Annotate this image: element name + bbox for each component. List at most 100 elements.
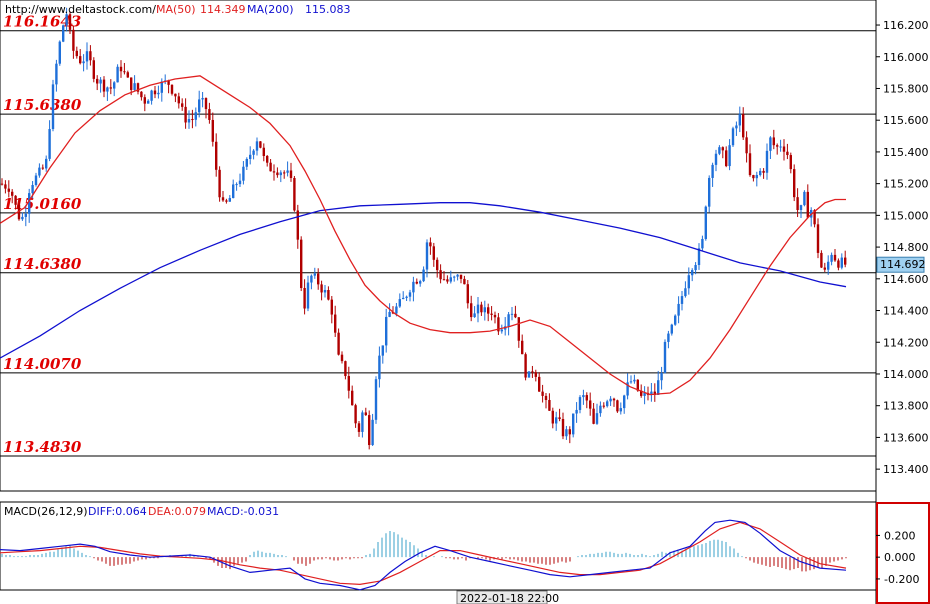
candle-body	[534, 372, 537, 377]
candle-body	[514, 313, 517, 318]
candle-body	[323, 289, 327, 293]
candle-body	[157, 92, 160, 95]
candle-body	[578, 397, 582, 410]
candle-body	[677, 303, 680, 316]
candle-body	[548, 399, 551, 411]
level-label: 114.6380	[3, 255, 82, 273]
y-tick-label: 115.400	[883, 146, 929, 159]
candle-body	[245, 158, 248, 167]
candle-body	[48, 129, 51, 159]
candle-body	[507, 314, 510, 327]
candle-body	[483, 307, 486, 313]
candle-body	[463, 278, 466, 285]
candle-body	[106, 87, 109, 92]
candle-body	[728, 145, 731, 167]
candle-body	[0, 183, 4, 185]
candle-body	[385, 316, 388, 346]
candle-body	[663, 341, 667, 373]
candle-body	[782, 146, 786, 152]
candle-body	[181, 103, 184, 107]
candle-body	[453, 276, 456, 278]
candle-body	[198, 99, 201, 113]
candle-body	[286, 170, 289, 173]
candle-body	[388, 311, 391, 317]
candle-body	[113, 82, 116, 89]
candle-body	[170, 84, 174, 94]
candle-body	[497, 317, 500, 332]
candle-body	[561, 418, 565, 437]
candle-body	[126, 72, 129, 78]
macd-y-axis-ticks: 0.200 0.000 -0.200	[876, 529, 919, 586]
candle-body	[643, 392, 646, 396]
candle-body	[136, 83, 140, 92]
y-tick-label: 113.400	[883, 463, 929, 476]
candle-body	[17, 204, 21, 220]
candle-body	[14, 195, 17, 205]
candle-body	[755, 175, 758, 179]
candle-body	[184, 106, 187, 123]
macd-series	[0, 519, 847, 591]
candle-body	[568, 429, 571, 435]
candle-body	[330, 299, 333, 315]
candle-body	[660, 372, 663, 381]
y-tick-label: 115.200	[883, 178, 929, 191]
candle-body	[544, 395, 548, 400]
candle-body	[595, 413, 599, 424]
candle-body	[191, 119, 194, 121]
candle-body	[439, 270, 442, 280]
candle-body	[89, 51, 92, 61]
candle-body	[310, 275, 313, 283]
candle-body	[799, 205, 803, 211]
candle-body	[619, 408, 622, 412]
candle-body	[187, 119, 191, 123]
candle-body	[459, 274, 463, 279]
candle-body	[616, 400, 619, 412]
y-tick-label: 115.600	[883, 114, 929, 127]
candle-body	[102, 79, 106, 92]
candle-body	[718, 147, 721, 154]
time-label: 2022-01-18 22:00	[460, 592, 559, 604]
candle-body	[255, 141, 259, 151]
candle-body	[109, 87, 112, 89]
price-levels	[0, 30, 876, 457]
candle-body	[300, 239, 303, 288]
level-label: 115.6380	[3, 96, 82, 114]
candle-body	[806, 191, 809, 218]
candle-body	[765, 150, 769, 173]
candle-body	[238, 180, 242, 185]
candle-body	[541, 391, 544, 396]
candle-body	[313, 273, 316, 276]
candle-body	[279, 172, 282, 176]
candle-body	[667, 333, 670, 342]
candle-body	[803, 191, 806, 206]
candle-body	[524, 354, 527, 378]
candle-body	[776, 145, 779, 147]
candle-body	[28, 193, 31, 214]
candle-body	[408, 292, 412, 297]
candle-body	[167, 80, 170, 85]
candle-body	[602, 405, 605, 407]
candle-body	[840, 257, 843, 268]
candle-body	[68, 14, 72, 30]
candle-body	[555, 417, 558, 424]
candle-body	[551, 410, 554, 424]
candle-body	[194, 112, 197, 120]
ma50-value: 114.349	[200, 3, 246, 16]
level-label: 114.0070	[3, 355, 82, 373]
candle-body	[735, 125, 738, 129]
candle-body	[283, 172, 286, 174]
candle-body	[361, 412, 364, 432]
candle-body	[371, 419, 374, 446]
site-url[interactable]: http://www.deltastock.com/	[5, 3, 156, 16]
macd-axis-highlight	[876, 502, 930, 604]
macd-tick-label: -0.200	[884, 573, 919, 586]
candle-body	[796, 197, 799, 211]
candle-body	[378, 355, 381, 380]
candle-body	[368, 415, 371, 446]
candle-body	[493, 314, 497, 318]
candle-body	[235, 184, 238, 186]
candle-body	[7, 188, 10, 192]
candle-body	[575, 409, 578, 414]
ma200-value: 115.083	[305, 3, 351, 16]
moving-averages	[0, 75, 847, 396]
